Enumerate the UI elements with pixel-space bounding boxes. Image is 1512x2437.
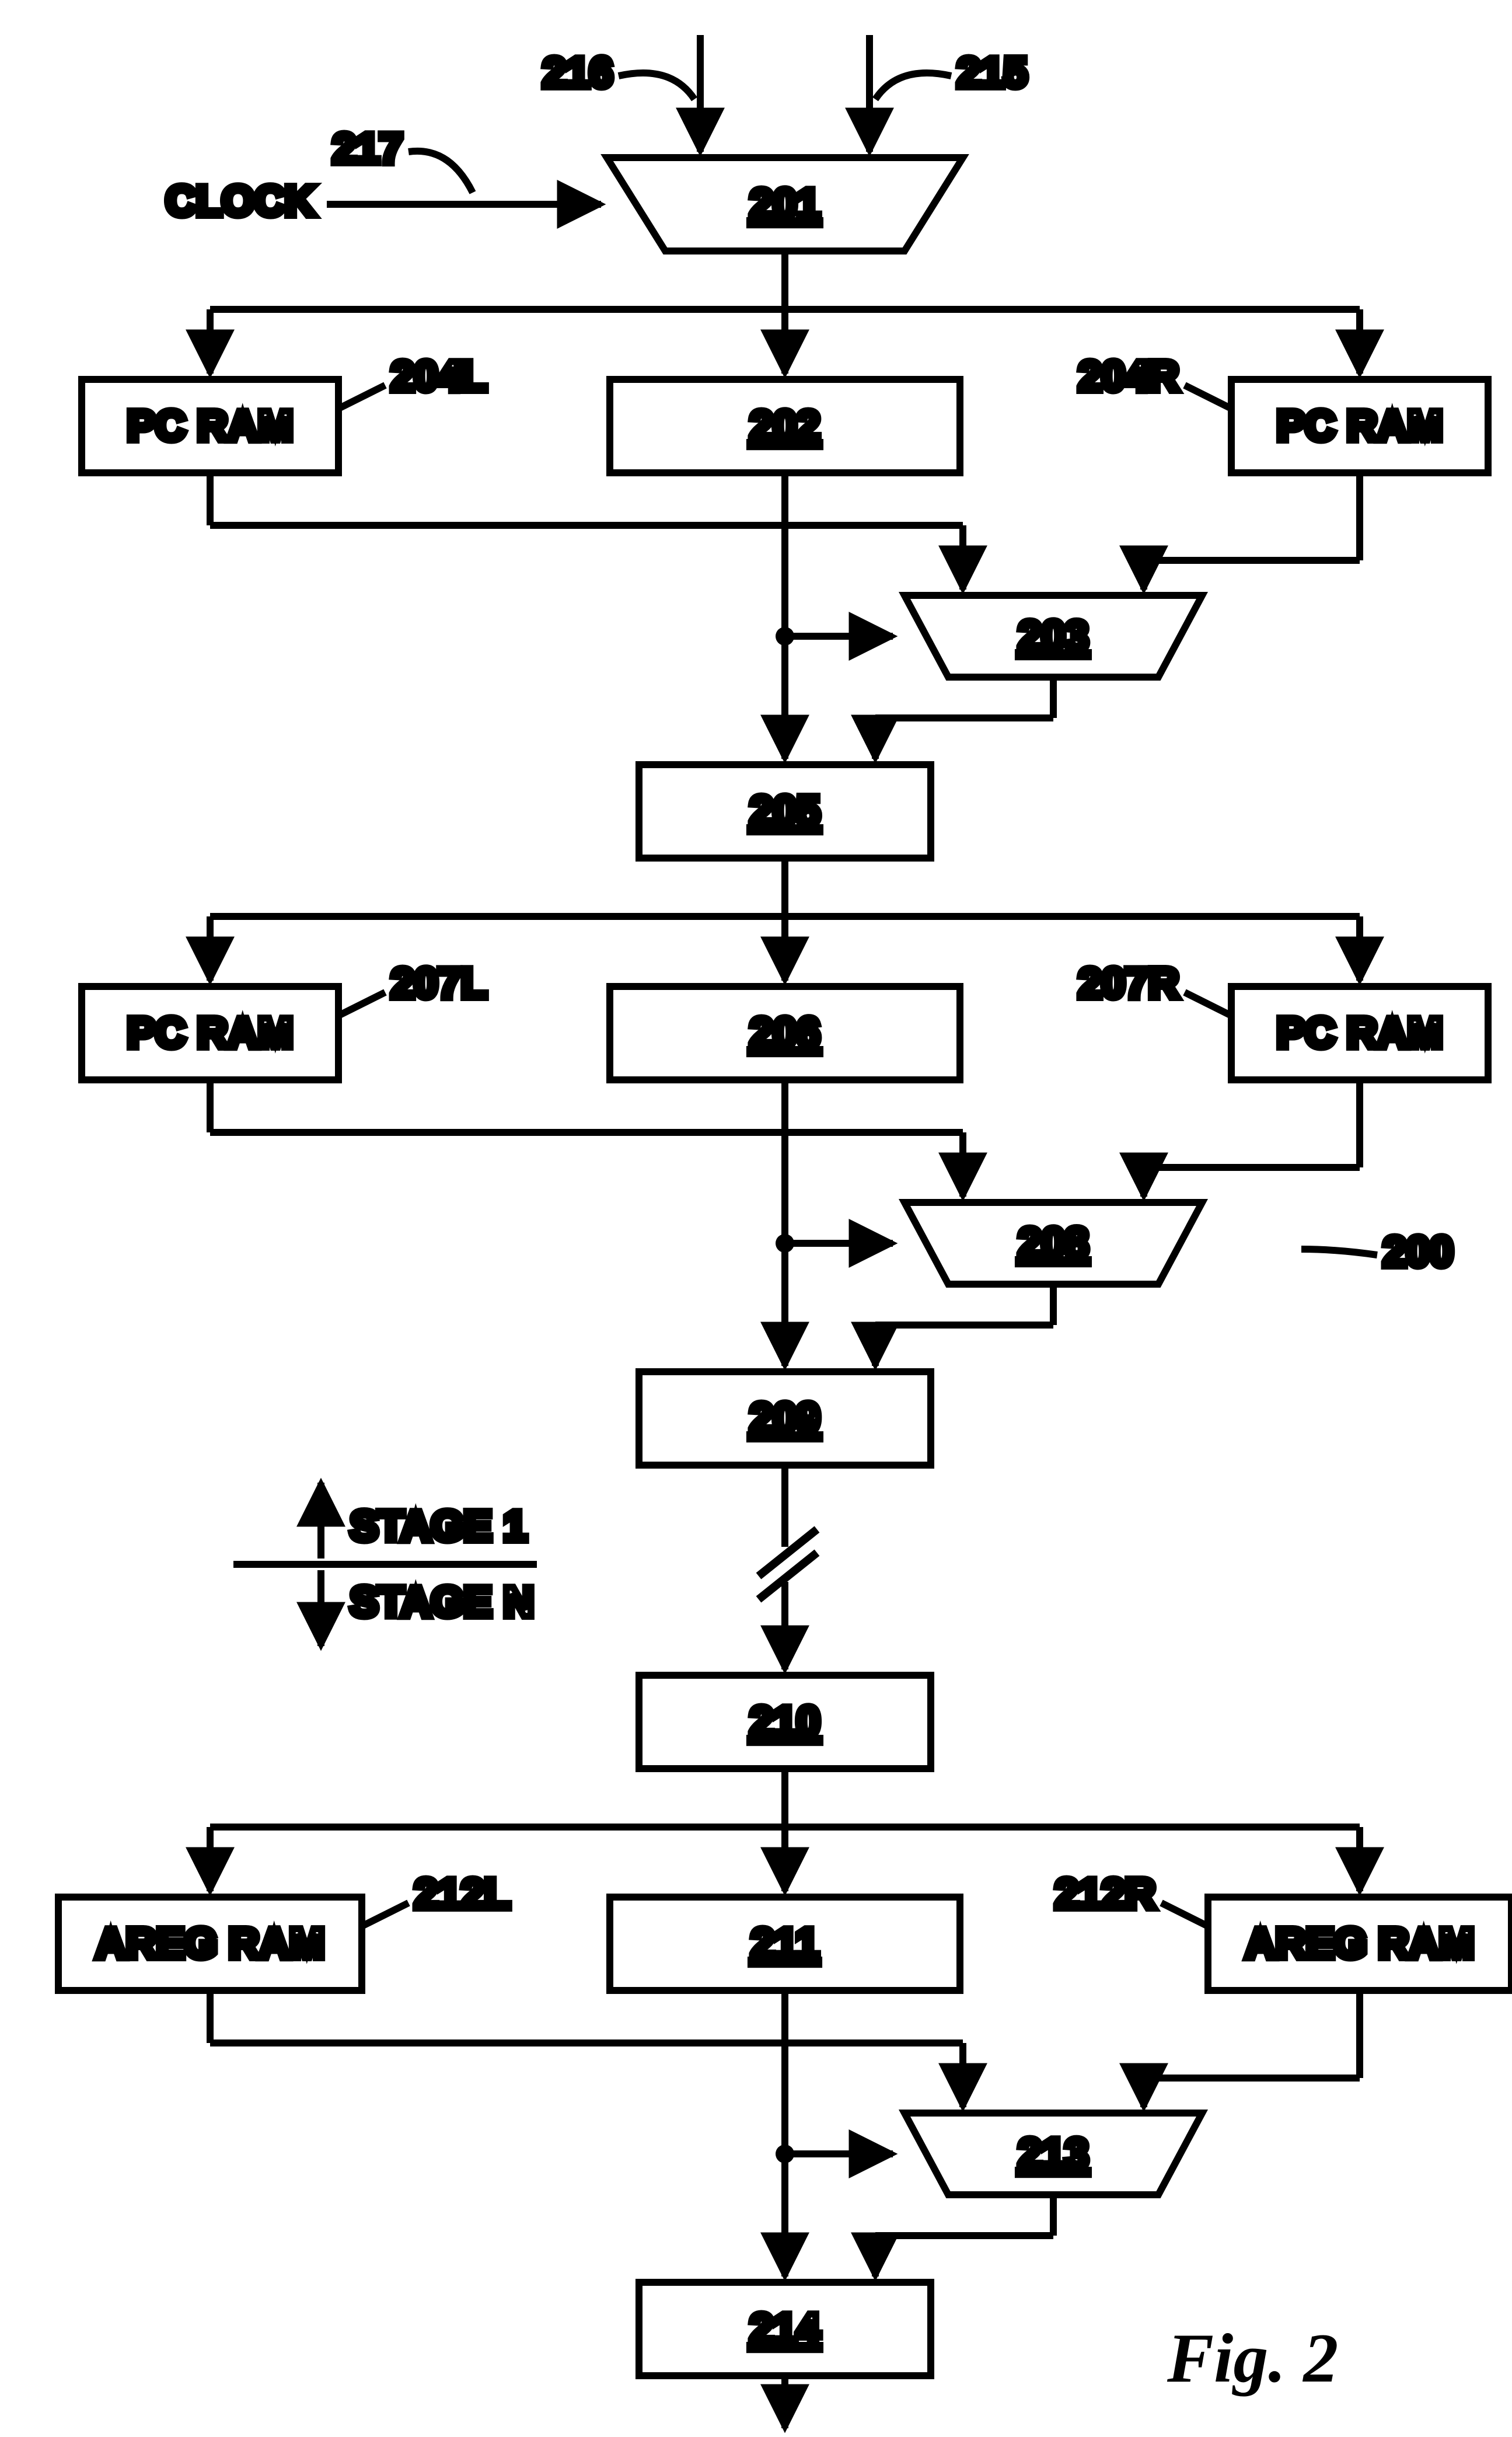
ref-216: 216 [543,50,613,96]
label-stageN: STAGE N [350,1579,534,1626]
block-203: 203 [1018,613,1088,660]
block-202: 202 [750,403,820,449]
block-212L-label: AREG RAM [96,1920,324,1967]
block-211: 211 [751,1920,819,1967]
block-207R-label: PC RAM [1277,1010,1443,1057]
label-clock: CLOCK [166,178,315,225]
ref-212L: 212L [414,1871,510,1917]
ref-207R: 207R [1078,960,1179,1007]
block-205: 205 [750,788,820,835]
block-206: 206 [750,1010,820,1057]
block-208: 208 [1018,1220,1088,1267]
block-204R-label: PC RAM [1277,403,1443,449]
ref-204R: 204R [1078,353,1179,400]
ref-215: 215 [957,50,1027,96]
block-207L-label: PC RAM [127,1010,293,1057]
ref-204L: 204L [391,353,487,400]
block-213: 213 [1018,2131,1088,2177]
ref-207L: 207L [391,960,487,1007]
label-stage1: STAGE 1 [350,1503,527,1550]
block-210: 210 [750,1699,820,1745]
block-204L-label: PC RAM [127,403,293,449]
block-209: 209 [750,1395,820,1442]
block-212R-label: AREG RAM [1245,1920,1474,1967]
figure-label: Fig. 2 [1167,2319,1338,2397]
ref-217: 217 [333,125,403,172]
block-214: 214 [750,2306,820,2352]
block-201: 201 [750,181,820,228]
ref-200: 200 [1383,1229,1453,1275]
ref-212R: 212R [1055,1871,1155,1917]
